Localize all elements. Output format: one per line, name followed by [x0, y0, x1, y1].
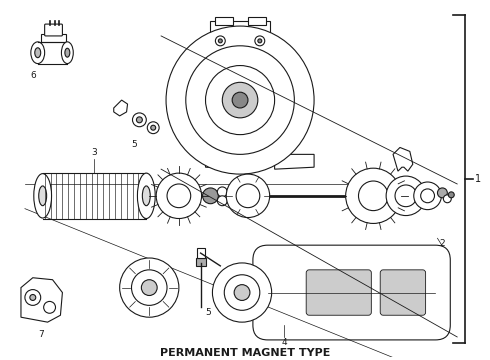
- Bar: [248, 17, 266, 25]
- Circle shape: [222, 82, 258, 118]
- Circle shape: [44, 301, 55, 313]
- FancyBboxPatch shape: [45, 24, 62, 36]
- Circle shape: [132, 113, 147, 127]
- Circle shape: [131, 270, 167, 305]
- Circle shape: [255, 36, 265, 46]
- Circle shape: [234, 285, 250, 301]
- Ellipse shape: [34, 174, 51, 218]
- Polygon shape: [114, 100, 127, 116]
- Text: 1: 1: [475, 174, 481, 184]
- Polygon shape: [21, 278, 62, 322]
- FancyBboxPatch shape: [380, 270, 426, 315]
- Circle shape: [151, 125, 156, 130]
- Ellipse shape: [65, 48, 70, 57]
- Circle shape: [386, 176, 426, 216]
- Bar: [196, 258, 205, 266]
- Circle shape: [202, 188, 219, 204]
- Circle shape: [258, 39, 262, 43]
- Polygon shape: [205, 148, 255, 169]
- Circle shape: [205, 66, 274, 135]
- Ellipse shape: [143, 186, 150, 206]
- Circle shape: [232, 92, 248, 108]
- Circle shape: [167, 184, 191, 208]
- Circle shape: [236, 184, 260, 208]
- Ellipse shape: [61, 42, 74, 64]
- Text: 5: 5: [206, 308, 211, 317]
- Circle shape: [142, 280, 157, 296]
- Circle shape: [25, 289, 41, 305]
- Ellipse shape: [137, 173, 155, 219]
- Circle shape: [147, 122, 159, 134]
- Circle shape: [213, 263, 271, 322]
- Circle shape: [443, 195, 451, 203]
- Text: 3: 3: [91, 148, 97, 157]
- Circle shape: [438, 188, 447, 198]
- Text: 5: 5: [132, 140, 137, 149]
- Polygon shape: [274, 154, 314, 169]
- Circle shape: [120, 258, 179, 317]
- Ellipse shape: [35, 48, 41, 58]
- Bar: [216, 17, 233, 25]
- Bar: [41, 34, 66, 42]
- Text: PERMANENT MAGNET TYPE: PERMANENT MAGNET TYPE: [160, 348, 330, 358]
- Circle shape: [186, 46, 294, 154]
- Text: 6: 6: [30, 71, 36, 80]
- Circle shape: [421, 189, 435, 203]
- Circle shape: [345, 168, 401, 224]
- Circle shape: [226, 174, 270, 217]
- FancyBboxPatch shape: [253, 245, 450, 340]
- Circle shape: [136, 117, 143, 123]
- Ellipse shape: [31, 42, 45, 64]
- Circle shape: [414, 182, 441, 210]
- Polygon shape: [393, 148, 413, 171]
- Ellipse shape: [39, 186, 47, 206]
- Text: 2: 2: [440, 239, 445, 248]
- Circle shape: [166, 26, 314, 174]
- Bar: [211, 21, 270, 36]
- Circle shape: [395, 185, 416, 207]
- Text: 4: 4: [282, 338, 287, 347]
- Circle shape: [216, 36, 225, 46]
- Circle shape: [448, 192, 454, 198]
- Bar: [196, 248, 204, 258]
- Circle shape: [359, 181, 388, 211]
- Circle shape: [218, 187, 227, 197]
- Circle shape: [30, 294, 36, 301]
- Circle shape: [219, 39, 222, 43]
- Text: 7: 7: [38, 330, 44, 339]
- FancyBboxPatch shape: [306, 270, 371, 315]
- Circle shape: [156, 173, 201, 219]
- Circle shape: [224, 275, 260, 310]
- Circle shape: [218, 196, 227, 206]
